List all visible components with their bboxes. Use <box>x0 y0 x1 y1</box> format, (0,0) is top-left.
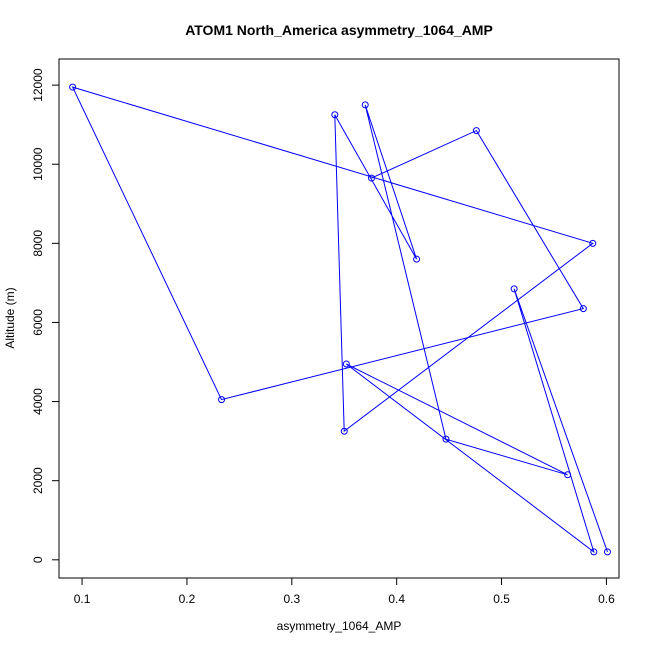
data-point <box>510 285 518 293</box>
chart-title: ATOM1 North_America asymmetry_1064_AMP <box>185 22 493 38</box>
data-point <box>472 127 480 135</box>
y-tick-label: 10000 <box>31 147 45 181</box>
data-point <box>564 471 572 479</box>
y-tick-label: 6000 <box>31 309 45 336</box>
data-point <box>590 548 598 556</box>
series <box>69 83 611 556</box>
series-line <box>71 86 608 554</box>
x-axis-label: asymmetry_1064_AMP <box>277 619 402 633</box>
y-axis: 0 2000 4000 6000 8000 10000 12000 <box>31 68 60 563</box>
y-tick-label: 8000 <box>31 230 45 257</box>
data-point <box>413 255 421 263</box>
data-point <box>368 174 376 182</box>
data-point <box>342 360 350 368</box>
y-tick-label: 12000 <box>31 68 45 102</box>
data-point <box>603 548 611 556</box>
y-tick-label: 4000 <box>31 388 45 415</box>
data-point <box>579 305 587 313</box>
data-point <box>361 101 369 109</box>
data-point <box>340 427 348 435</box>
plot-frame <box>58 58 620 579</box>
x-axis: 0.1 0.2 0.3 0.4 0.5 0.6 <box>74 577 615 606</box>
x-tick-label: 0.3 <box>283 592 300 606</box>
x-tick-label: 0.6 <box>598 592 615 606</box>
y-axis-label: Altitude (m) <box>3 287 17 348</box>
x-tick-label: 0.2 <box>179 592 196 606</box>
x-tick-label: 0.5 <box>493 592 510 606</box>
data-point <box>589 239 597 247</box>
data-point <box>69 83 77 91</box>
x-tick-label: 0.4 <box>388 592 405 606</box>
data-point <box>331 111 339 119</box>
y-tick-label: 2000 <box>31 467 45 494</box>
y-tick-label: 0 <box>31 556 45 563</box>
x-tick-label: 0.1 <box>74 592 91 606</box>
data-point <box>442 435 450 443</box>
data-point <box>218 396 226 404</box>
